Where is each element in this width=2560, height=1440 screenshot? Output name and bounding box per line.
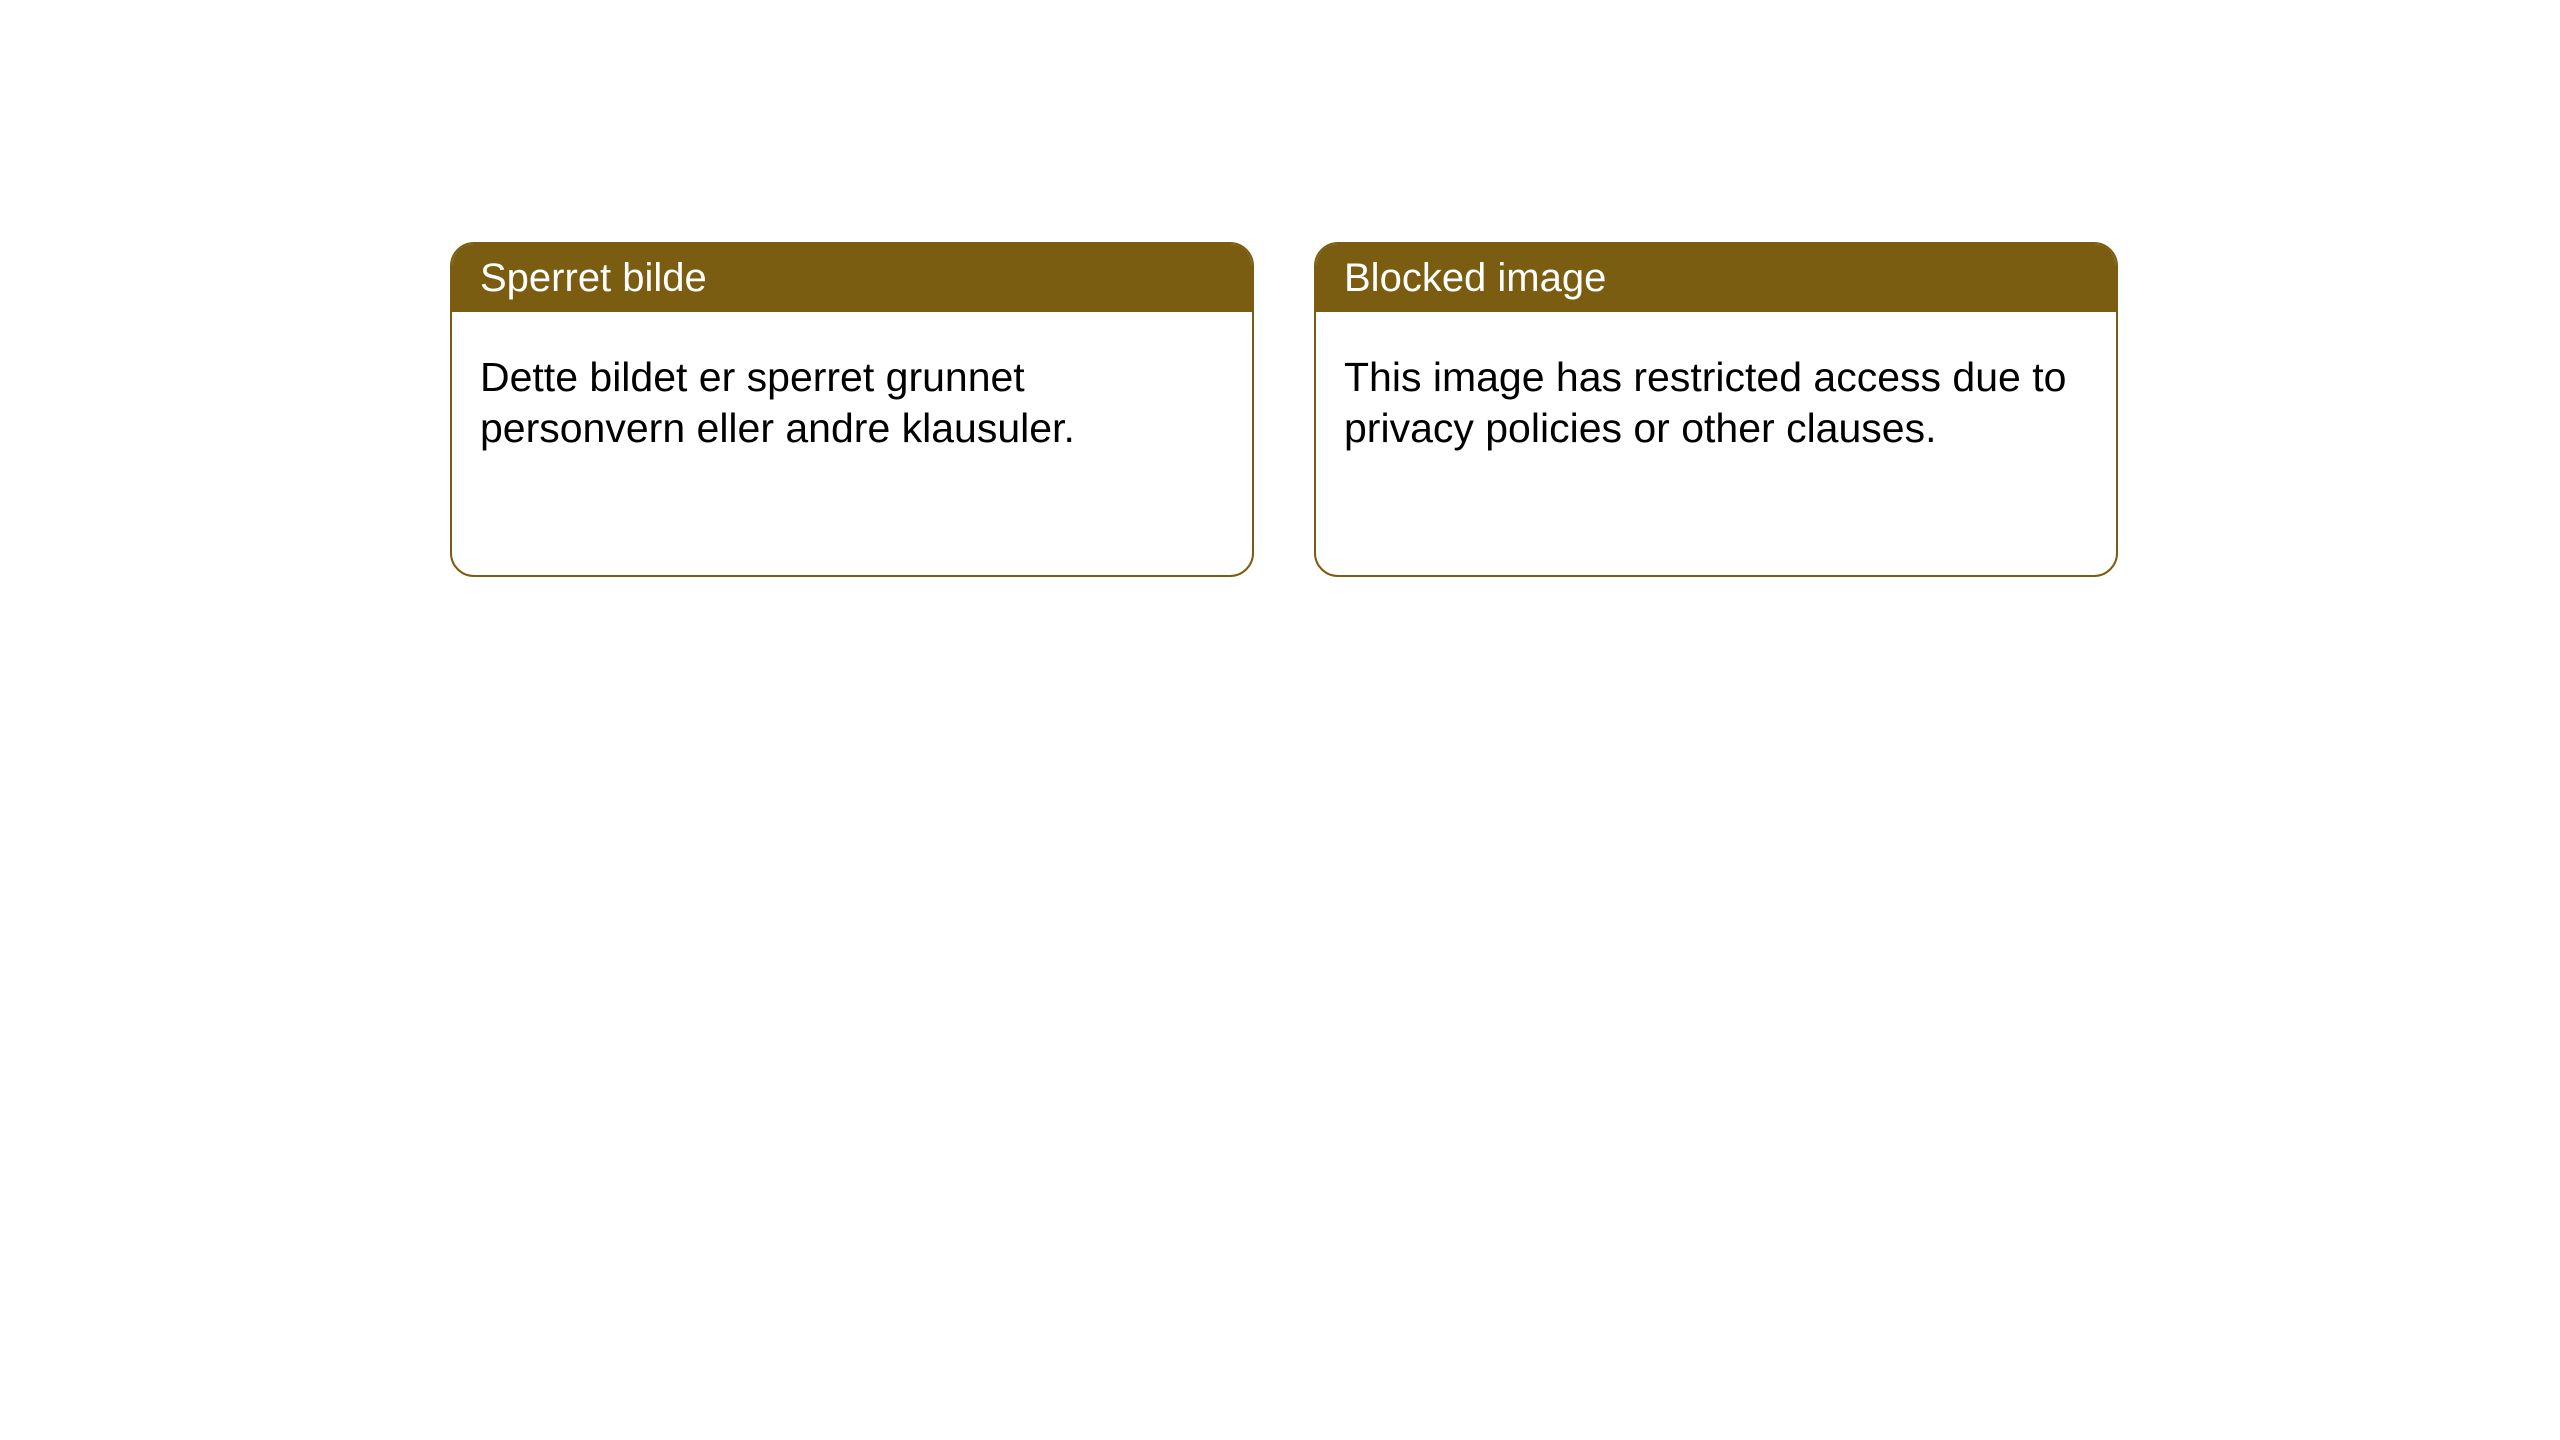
notice-card-english: Blocked image This image has restricted … xyxy=(1314,242,2118,577)
notice-body-english: This image has restricted access due to … xyxy=(1316,312,2116,483)
notice-body-norwegian: Dette bildet er sperret grunnet personve… xyxy=(452,312,1252,483)
notice-card-norwegian: Sperret bilde Dette bildet er sperret gr… xyxy=(450,242,1254,577)
notice-title-english: Blocked image xyxy=(1316,244,2116,312)
notice-container: Sperret bilde Dette bildet er sperret gr… xyxy=(0,0,2560,577)
notice-title-norwegian: Sperret bilde xyxy=(452,244,1252,312)
